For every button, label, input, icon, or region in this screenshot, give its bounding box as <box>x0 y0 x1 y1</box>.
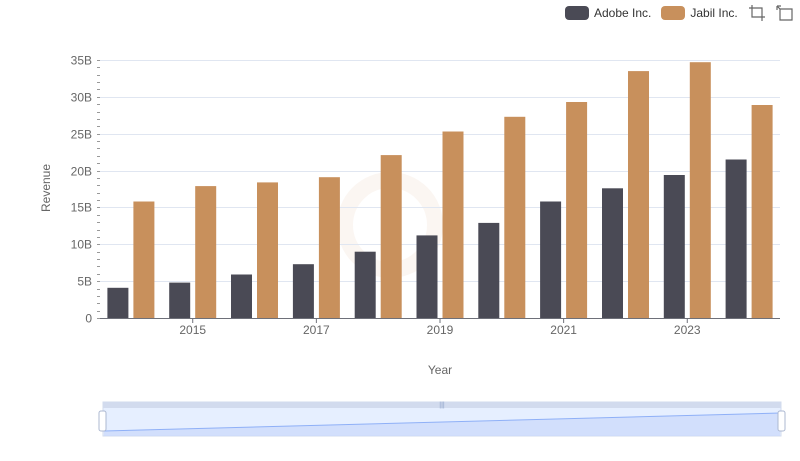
bar-adobe-2024[interactable] <box>725 159 747 319</box>
x-ticks: 2015 2017 2019 2021 2023 <box>179 318 701 337</box>
y-tick-label: 20B <box>71 165 92 179</box>
y-tick-label: 35B <box>71 54 92 68</box>
bar-adobe-2022[interactable] <box>602 188 623 318</box>
bar-jabil-2020[interactable] <box>504 116 526 318</box>
slider-handle-left[interactable] <box>98 410 107 432</box>
legend-swatch-jabil <box>661 6 686 20</box>
legend-swatch-adobe <box>565 6 589 20</box>
bar-jabil-2023[interactable] <box>689 62 711 319</box>
legend-label-adobe: Adobe Inc. <box>594 6 652 20</box>
bar-jabil-2015[interactable] <box>195 186 217 318</box>
bar-adobe-2018[interactable] <box>354 251 376 318</box>
bar-adobe-2021[interactable] <box>540 201 562 319</box>
zoom-icon[interactable] <box>748 4 766 22</box>
x-axis-label: Year <box>428 363 452 377</box>
data-zoom-slider[interactable]: ||| <box>98 401 786 437</box>
y-tick-label: 15B <box>71 201 92 215</box>
bar-jabil-2016[interactable] <box>257 182 278 318</box>
bar-jabil-2014[interactable] <box>133 201 155 319</box>
legend-item-adobe[interactable]: Adobe Inc. <box>565 6 651 20</box>
bar-jabil-2017[interactable] <box>318 177 340 318</box>
y-tick-label: 10B <box>71 238 92 252</box>
restore-icon[interactable] <box>776 4 794 22</box>
y-tick-label: 30B <box>71 91 92 105</box>
bar-jabil-2019[interactable] <box>442 131 464 319</box>
bar-jabil-2018[interactable] <box>380 155 402 318</box>
x-tick-label: 2015 <box>179 323 206 337</box>
slider-grip: ||| <box>439 402 445 409</box>
bar-adobe-2015[interactable] <box>169 282 191 318</box>
bar-adobe-2016[interactable] <box>231 274 252 319</box>
x-tick-label: 2021 <box>550 323 577 337</box>
bar-adobe-2017[interactable] <box>292 264 314 318</box>
bar-jabil-2024[interactable] <box>751 105 773 318</box>
x-tick-label: 2019 <box>427 323 454 337</box>
y-tick-label: 25B <box>71 128 92 142</box>
bar-jabil-2021[interactable] <box>566 102 588 318</box>
y-axis-label: Revenue <box>39 164 53 212</box>
legend-label-jabil: Jabil Inc. <box>690 6 738 20</box>
bar-adobe-2023[interactable] <box>663 175 685 318</box>
bar-adobe-2020[interactable] <box>478 222 500 318</box>
slider-preview-line <box>104 413 780 436</box>
bars <box>107 62 773 319</box>
bar-adobe-2014[interactable] <box>107 287 129 318</box>
legend: Adobe Inc. Jabil Inc. <box>565 4 794 22</box>
slider-handle-right[interactable] <box>777 410 786 432</box>
x-tick-label: 2023 <box>674 323 701 337</box>
y-axis: 0 5B 10B 15B 20B 25B 30B 35B <box>71 54 100 326</box>
y-tick-label: 5B <box>77 275 92 289</box>
y-tick-label: 0 <box>85 312 92 326</box>
bar-adobe-2019[interactable] <box>416 235 438 318</box>
legend-item-jabil[interactable]: Jabil Inc. <box>661 6 738 20</box>
bar-jabil-2022[interactable] <box>628 71 649 318</box>
x-tick-label: 2017 <box>303 323 330 337</box>
